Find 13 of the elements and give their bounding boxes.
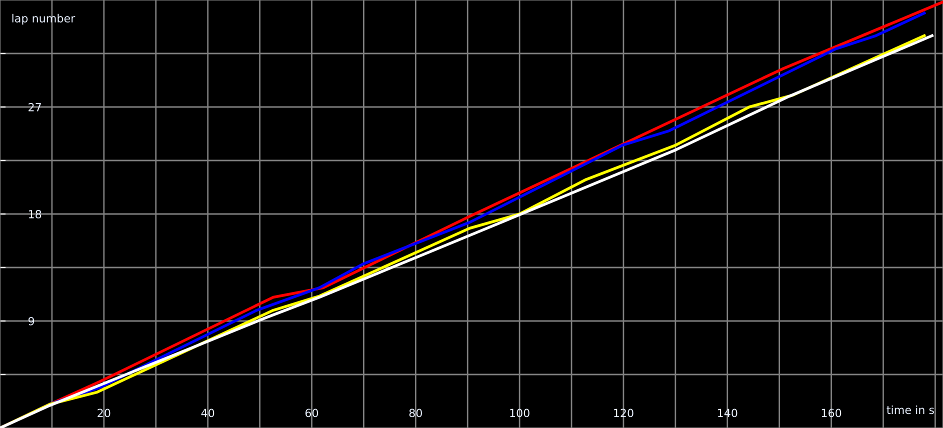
x-tick-label: 60 [305,408,318,418]
y-tick-label: 9 [28,316,34,326]
x-tick-label: 80 [409,408,422,418]
x-tick-label: 20 [98,408,110,418]
y-tick-label: 18 [29,210,42,218]
x-tick-label: 160 [822,408,842,418]
x-tick-label: 120 [614,408,634,418]
x-tick-label: 40 [201,408,214,418]
x-axis-title: time in s [886,406,934,414]
y-axis-title: lap number [12,14,76,25]
y-tick-label: 27 [28,102,41,112]
x-tick-label: 140 [718,408,738,418]
x-tick-label: 100 [510,408,530,418]
